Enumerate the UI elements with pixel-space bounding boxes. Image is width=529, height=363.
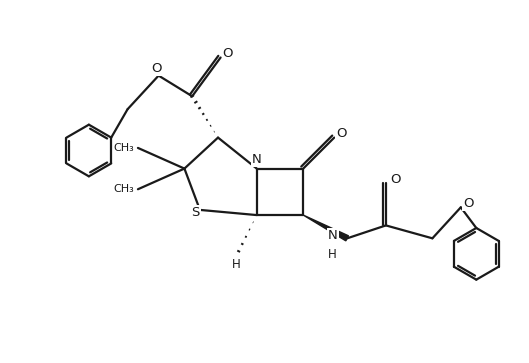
Text: H: H [232,258,241,271]
Text: O: O [223,48,233,60]
Polygon shape [303,215,349,241]
Text: O: O [151,62,161,75]
Text: O: O [463,197,473,210]
Text: O: O [390,174,400,187]
Text: N: N [252,153,262,166]
Text: H: H [329,248,337,261]
Text: CH₃: CH₃ [113,184,134,194]
Text: S: S [191,206,200,219]
Text: N: N [328,229,338,242]
Text: O: O [336,127,346,140]
Text: CH₃: CH₃ [113,143,134,153]
